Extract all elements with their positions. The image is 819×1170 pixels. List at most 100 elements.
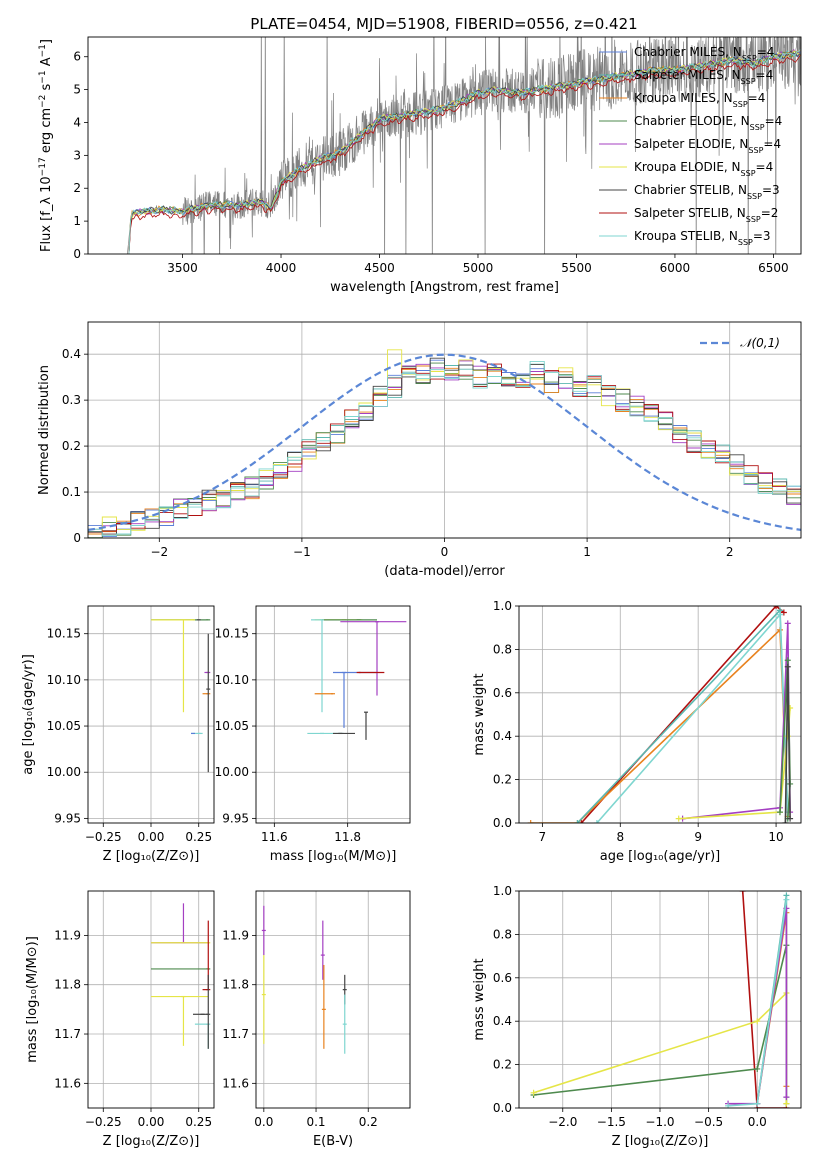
legend-sub: SSP <box>748 146 763 155</box>
y-axis-label: Flux [f_λ 10−17 erg cm−2 s−1 A−1] <box>38 39 54 252</box>
legend-entry: Salpeter ELODIE, NSSP=4 <box>634 137 781 155</box>
label-fragment: Flux [f_λ 10 <box>39 176 54 252</box>
x-axis-label: (data-model)/error <box>384 564 505 579</box>
residual-histogram-6 <box>88 357 801 535</box>
y-tick-label: 4 <box>73 115 81 129</box>
legend-suffix: =3 <box>762 183 780 197</box>
x-axis-label: wavelength [Angstrom, rest frame] <box>330 280 559 295</box>
y-tick-label: 0.6 <box>493 971 512 985</box>
residual-histogram-5 <box>88 349 801 533</box>
weight-vs-metallicity-panel: −2.0 −1.5 −1.0 −0.5 0.0 0.0 0.2 0.4 0.6 0.8 1.0 Z [… <box>472 884 802 1149</box>
weight-vs-age-panel: 7 8 9 10 0.0 0.2 0.4 0.6 0.8 1.0 age [log₁₀(age/yr… <box>472 599 802 864</box>
legend-sub: SSP <box>747 192 762 201</box>
weight-marker <box>782 820 789 823</box>
y-tick-label: 0.8 <box>493 642 512 656</box>
y-tick-label: 0.1 <box>62 485 81 499</box>
legend-entry: Salpeter STELIB, NSSP=2 <box>634 206 778 224</box>
weight-marker <box>776 611 783 618</box>
weight-marker <box>530 1089 537 1096</box>
legend-entry: Chabrier ELODIE, NSSP=4 <box>634 114 782 132</box>
y-tick-label: 0.2 <box>493 1058 512 1072</box>
y-tick-label: 6 <box>73 50 81 64</box>
label-fragment: mass weight <box>472 958 487 1040</box>
legend-label: Salpeter MILES, N <box>634 68 741 82</box>
label-fragment: mass [log₁₀(M/M⊙)] <box>25 936 40 1063</box>
weight-marker <box>754 1100 761 1107</box>
y-tick-label: 0.4 <box>493 1014 512 1028</box>
y-tick-label: 2 <box>73 181 81 195</box>
label-fragment: wavelength [Angstrom, rest frame] <box>330 280 559 295</box>
model-spectrum-8 <box>127 49 801 254</box>
weight-marker <box>574 820 581 823</box>
legend-sub: SSP <box>746 215 761 224</box>
y-tick-label: 11.7 <box>54 1027 81 1041</box>
plot-area <box>527 606 794 823</box>
mass-vs-ebv-panel: 0.0 0.1 0.2 11.6 11.7 11.8 11.9 E(B-V) <box>222 890 411 1149</box>
x-tick-label: 6000 <box>660 261 691 275</box>
legend-sub: SSP <box>733 100 748 109</box>
legend-entry: Chabrier MILES, NSSP=4 <box>634 45 774 63</box>
y-tick-label: 9.95 <box>222 811 249 825</box>
label-fragment: (data-model)/error <box>384 564 505 579</box>
label-fragment: −17 <box>38 157 48 176</box>
weight-marker <box>783 1094 790 1101</box>
weight-marker <box>754 1065 761 1072</box>
x-axis-label: mass [log₁₀(M/M⊙)] <box>270 849 397 864</box>
y-tick-label: 0 <box>73 247 81 261</box>
x-tick-label: 6500 <box>758 261 789 275</box>
x-tick-label: −0.5 <box>694 1115 723 1129</box>
x-tick-label: 4000 <box>266 261 297 275</box>
y-tick-label: 10.00 <box>215 765 249 779</box>
legend-sub: SSP <box>741 169 756 178</box>
legend-entry: Kroupa ELODIE, NSSP=4 <box>634 160 773 178</box>
axes-frame <box>255 605 411 824</box>
x-axis-label: Z [log₁₀(Z/Z⊙)] <box>612 1134 709 1149</box>
x-tick-label: 11.6 <box>261 830 288 844</box>
spectrum-panel: 3500 4000 4500 5000 5500 6000 6500 0 1 2 3 4 5 6 wavel… <box>38 36 802 295</box>
x-axis-label: Z [log₁₀(Z/Z⊙)] <box>103 1134 200 1149</box>
x-tick-label: 0.25 <box>185 1115 212 1129</box>
x-tick-label: −1.5 <box>597 1115 626 1129</box>
x-tick-label: −2 <box>150 545 168 559</box>
legend-sub: SSP <box>738 238 753 247</box>
legend-label: Kroupa STELIB, N <box>634 229 738 243</box>
legend-sub: SSP <box>741 77 756 86</box>
label-fragment: −1 <box>38 70 48 83</box>
x-tick-label: 8 <box>616 830 624 844</box>
legend-suffix: =3 <box>753 229 771 243</box>
y-axis-label: mass weight <box>472 958 487 1040</box>
normal-distribution-curve <box>88 353 801 531</box>
weight-marker <box>739 891 746 894</box>
x-tick-label: −1 <box>293 545 311 559</box>
residual-histogram-1 <box>88 363 801 532</box>
y-axis-label: mass weight <box>472 673 487 755</box>
figure-title: PLATE=0454, MJD=51908, FIBERID=0556, z=0… <box>250 15 637 33</box>
plot-area <box>261 905 347 1054</box>
y-tick-label: 11.7 <box>222 1027 249 1041</box>
y-tick-label: 10.10 <box>215 673 249 687</box>
x-tick-label: 11.8 <box>334 830 361 844</box>
label-fragment: Z [log₁₀(Z/Z⊙)] <box>612 1134 709 1149</box>
label-fragment: −2 <box>38 95 48 108</box>
axes-frame <box>518 890 802 1109</box>
model-spectrum-7 <box>127 54 801 254</box>
model-spectrum-6 <box>127 50 801 254</box>
x-tick-label: 0.00 <box>138 1115 165 1129</box>
legend-entry: Salpeter MILES, NSSP=4 <box>634 68 773 86</box>
y-tick-label: 11.9 <box>222 928 249 942</box>
x-tick-label: 3500 <box>167 261 198 275</box>
plot-area <box>127 37 801 254</box>
legend-label: Kroupa ELODIE, N <box>634 160 741 174</box>
weight-marker <box>593 820 600 823</box>
plot-area <box>307 619 407 740</box>
y-tick-label: 10.15 <box>47 627 81 641</box>
legend-label: Chabrier STELIB, N <box>634 183 747 197</box>
legend-label: Kroupa MILES, N <box>634 91 733 105</box>
legend-sub: SSP <box>742 54 757 63</box>
x-tick-label: 0.1 <box>306 1115 325 1129</box>
x-tick-label: 0.2 <box>359 1115 378 1129</box>
y-tick-label: 0.8 <box>493 927 512 941</box>
residual-histogram-4 <box>88 360 801 534</box>
legend-entry: Chabrier STELIB, NSSP=3 <box>634 183 780 201</box>
